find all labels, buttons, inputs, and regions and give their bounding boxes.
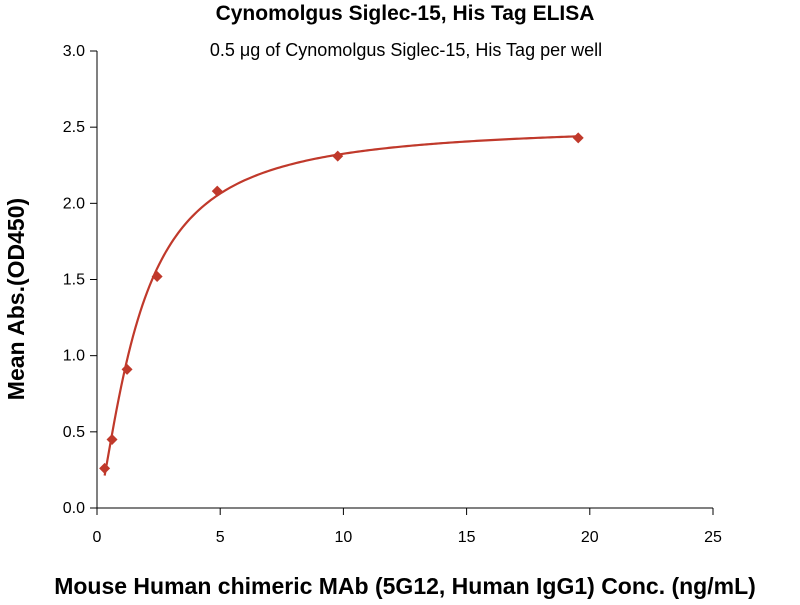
fit-curve-layer [103, 135, 579, 476]
y-tick-label: 0.0 [63, 500, 85, 517]
y-axis-label: Mean Abs.(OD450) [3, 198, 29, 400]
y-tick-label: 3.0 [63, 43, 85, 60]
data-point [106, 433, 118, 445]
y-tick-label: 2.5 [63, 119, 85, 136]
x-axis-label: Mouse Human chimeric MAb (5G12, Human Ig… [54, 573, 756, 599]
fit-curve [103, 135, 579, 476]
data-point [211, 185, 223, 197]
chart-title: Cynomolgus Siglec-15, His Tag ELISA [216, 2, 595, 25]
y-tick-label: 1.0 [63, 348, 85, 365]
data-point [572, 132, 584, 144]
x-tick-label: 15 [458, 529, 476, 546]
data-point [151, 270, 163, 282]
y-tick-label: 2.0 [63, 195, 85, 212]
x-tick-label: 20 [581, 529, 599, 546]
data-point [332, 150, 344, 162]
x-tick-label: 5 [216, 529, 225, 546]
axes: 0 5 10 15 20 25 0.0 0.5 1.0 1.5 2.0 2.5 3.0 [63, 43, 722, 546]
chart-subtitle: 0.5 μg of Cynomolgus Siglec-15, His Tag … [210, 40, 602, 60]
y-tick-label: 0.5 [63, 424, 85, 441]
data-point [99, 462, 111, 474]
data-point [121, 363, 133, 375]
x-tick-label: 25 [704, 529, 722, 546]
x-tick-label: 0 [93, 529, 102, 546]
x-tick-label: 10 [335, 529, 353, 546]
y-tick-label: 1.5 [63, 272, 85, 289]
data-points-layer [99, 132, 584, 474]
